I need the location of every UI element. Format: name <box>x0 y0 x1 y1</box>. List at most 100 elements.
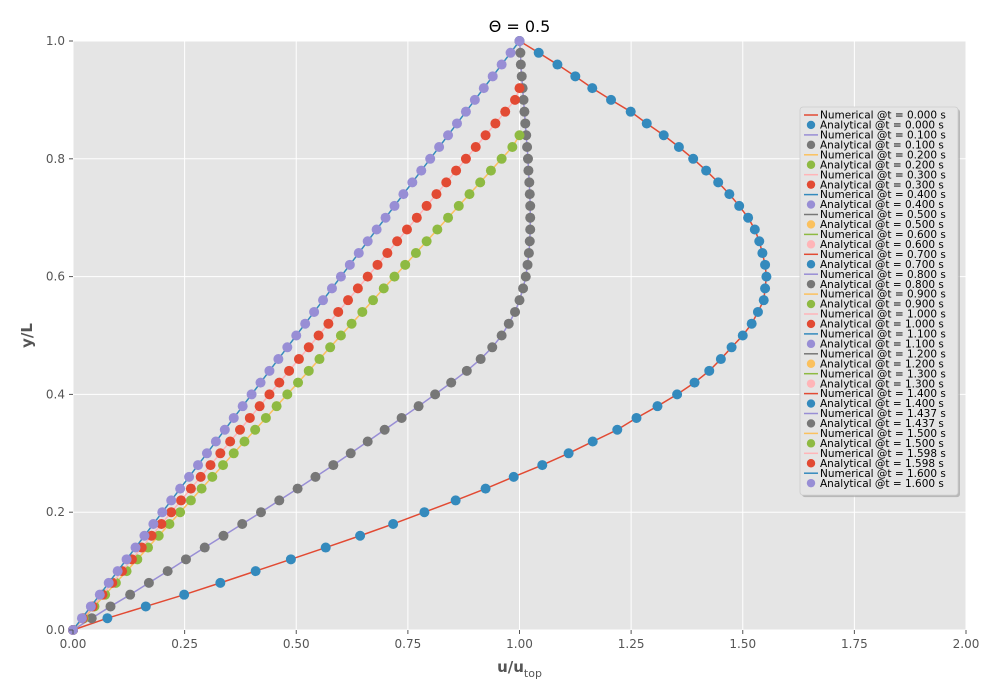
legend-label: Analytical @t = 0.300 s <box>820 179 944 191</box>
series-marker-analytical-t-0.100 <box>523 248 534 259</box>
legend-marker-swatch <box>806 140 816 150</box>
series-marker-analytical-t-1.600 <box>85 601 96 612</box>
series-marker-analytical-t-0.000 <box>760 259 771 270</box>
series-marker-analytical-t-0.300 <box>441 177 452 188</box>
x-tick-label: 1.50 <box>729 637 756 651</box>
legend-marker-swatch <box>806 399 816 408</box>
legend-box <box>799 106 959 496</box>
legend-marker-swatch <box>806 299 816 309</box>
chart-title: Θ = 0.5 <box>489 17 551 36</box>
y-axis-label: y/L <box>18 323 36 348</box>
series-marker-analytical-t-0.200 <box>260 412 271 423</box>
legend-label: Numerical @t = 0.900 s <box>820 289 946 301</box>
series-marker-analytical-t-1.600 <box>94 589 105 600</box>
series-marker-analytical-t-0.300 <box>343 295 354 306</box>
series-marker-analytical-t-0.100 <box>237 518 248 529</box>
series-marker-analytical-t-0.000 <box>760 283 771 294</box>
series-marker-analytical-t-0.100 <box>510 306 521 317</box>
series-marker-analytical-t-0.300 <box>480 130 491 141</box>
series-marker-analytical-t-1.600 <box>112 566 123 577</box>
series-marker-analytical-t-0.000 <box>563 448 574 459</box>
legend-label: Analytical @t = 1.000 s <box>820 319 944 331</box>
legend-label: Analytical @t = 1.437 s <box>820 418 944 430</box>
series-marker-analytical-t-0.000 <box>641 118 652 129</box>
series-marker-analytical-t-0.000 <box>537 460 548 471</box>
series-marker-analytical-t-0.100 <box>446 377 457 388</box>
series-marker-analytical-t-0.000 <box>631 412 642 423</box>
series-marker-analytical-t-0.100 <box>105 601 116 612</box>
series-marker-analytical-t-0.300 <box>362 271 373 282</box>
series-marker-analytical-t-1.600 <box>201 448 212 459</box>
series-marker-analytical-t-0.200 <box>378 283 389 294</box>
x-tick-label: 0.00 <box>60 637 87 651</box>
legend-label: Analytical @t = 1.200 s <box>820 358 944 370</box>
series-marker-analytical-t-0.100 <box>519 106 530 117</box>
legend-label: Analytical @t = 0.500 s <box>820 219 944 231</box>
series-marker-analytical-t-0.300 <box>195 471 206 482</box>
series-marker-analytical-t-0.200 <box>421 236 432 247</box>
legend-label: Numerical @t = 0.500 s <box>820 209 946 221</box>
series-marker-analytical-t-1.600 <box>103 577 114 588</box>
legend-label: Analytical @t = 0.100 s <box>820 139 944 151</box>
x-axis-label-subscript: top <box>524 667 542 680</box>
series-marker-analytical-t-0.300 <box>401 224 412 235</box>
series-marker-analytical-t-0.200 <box>335 330 346 341</box>
series-marker-analytical-t-0.200 <box>175 507 186 518</box>
series-marker-analytical-t-0.000 <box>715 354 726 365</box>
series-marker-analytical-t-1.600 <box>469 94 480 105</box>
x-tick-label: 1.75 <box>841 637 868 651</box>
series-marker-analytical-t-1.600 <box>326 283 337 294</box>
series-marker-analytical-t-0.100 <box>143 577 154 588</box>
series-marker-analytical-t-0.200 <box>507 142 518 153</box>
legend-label: Numerical @t = 0.100 s <box>820 130 946 142</box>
series-marker-analytical-t-0.100 <box>518 94 529 105</box>
series-marker-analytical-t-0.200 <box>207 471 218 482</box>
series-marker-analytical-t-0.300 <box>303 342 314 353</box>
legend-label: Numerical @t = 0.600 s <box>820 229 946 241</box>
series-marker-analytical-t-0.300 <box>166 507 177 518</box>
series-marker-analytical-t-0.000 <box>658 130 669 141</box>
legend-label: Numerical @t = 1.000 s <box>820 309 946 321</box>
series-marker-analytical-t-0.000 <box>673 142 684 153</box>
series-marker-analytical-t-1.600 <box>184 471 195 482</box>
legend-label: Numerical @t = 1.300 s <box>820 368 946 380</box>
series-marker-analytical-t-1.600 <box>148 518 159 529</box>
series-marker-analytical-t-0.300 <box>382 248 393 259</box>
series-marker-analytical-t-0.000 <box>652 401 663 412</box>
series-marker-analytical-t-0.000 <box>215 577 226 588</box>
series-marker-analytical-t-1.600 <box>451 118 462 129</box>
series-marker-analytical-t-0.100 <box>522 153 533 164</box>
series-marker-analytical-t-0.100 <box>520 271 531 282</box>
series-marker-analytical-t-1.600 <box>389 200 400 211</box>
series-marker-analytical-t-0.200 <box>368 295 379 306</box>
series-marker-analytical-t-0.300 <box>514 83 525 94</box>
series-marker-analytical-t-0.200 <box>218 460 229 471</box>
series-marker-analytical-t-1.600 <box>443 130 454 141</box>
series-marker-analytical-t-0.200 <box>196 483 207 494</box>
series-marker-analytical-t-0.000 <box>179 589 190 600</box>
series-marker-analytical-t-0.000 <box>752 306 763 317</box>
x-axis-label: u/utop <box>497 658 542 680</box>
series-marker-analytical-t-1.600 <box>344 259 355 270</box>
legend-label: Numerical @t = 1.437 s <box>820 408 946 420</box>
series-marker-analytical-t-0.100 <box>310 471 321 482</box>
series-marker-analytical-t-0.100 <box>525 200 536 211</box>
series-marker-analytical-t-0.200 <box>228 448 239 459</box>
series-marker-analytical-t-1.600 <box>309 306 320 317</box>
series-marker-analytical-t-0.300 <box>156 518 167 529</box>
series-marker-analytical-t-0.000 <box>450 495 461 506</box>
series-marker-analytical-t-0.300 <box>451 165 462 176</box>
series-marker-analytical-t-0.000 <box>508 471 519 482</box>
series-marker-analytical-t-1.600 <box>237 401 248 412</box>
series-marker-analytical-t-0.100 <box>162 566 173 577</box>
y-tick-label: 0.4 <box>46 387 65 401</box>
series-marker-analytical-t-0.100 <box>180 554 191 565</box>
legend-label: Numerical @t = 1.400 s <box>820 388 946 400</box>
series-marker-analytical-t-0.100 <box>255 507 266 518</box>
series-marker-analytical-t-0.100 <box>525 212 536 223</box>
series-marker-analytical-t-0.000 <box>757 248 768 259</box>
series-marker-analytical-t-0.100 <box>199 542 210 553</box>
series-marker-analytical-t-0.300 <box>411 212 422 223</box>
legend-marker-swatch <box>806 120 816 130</box>
